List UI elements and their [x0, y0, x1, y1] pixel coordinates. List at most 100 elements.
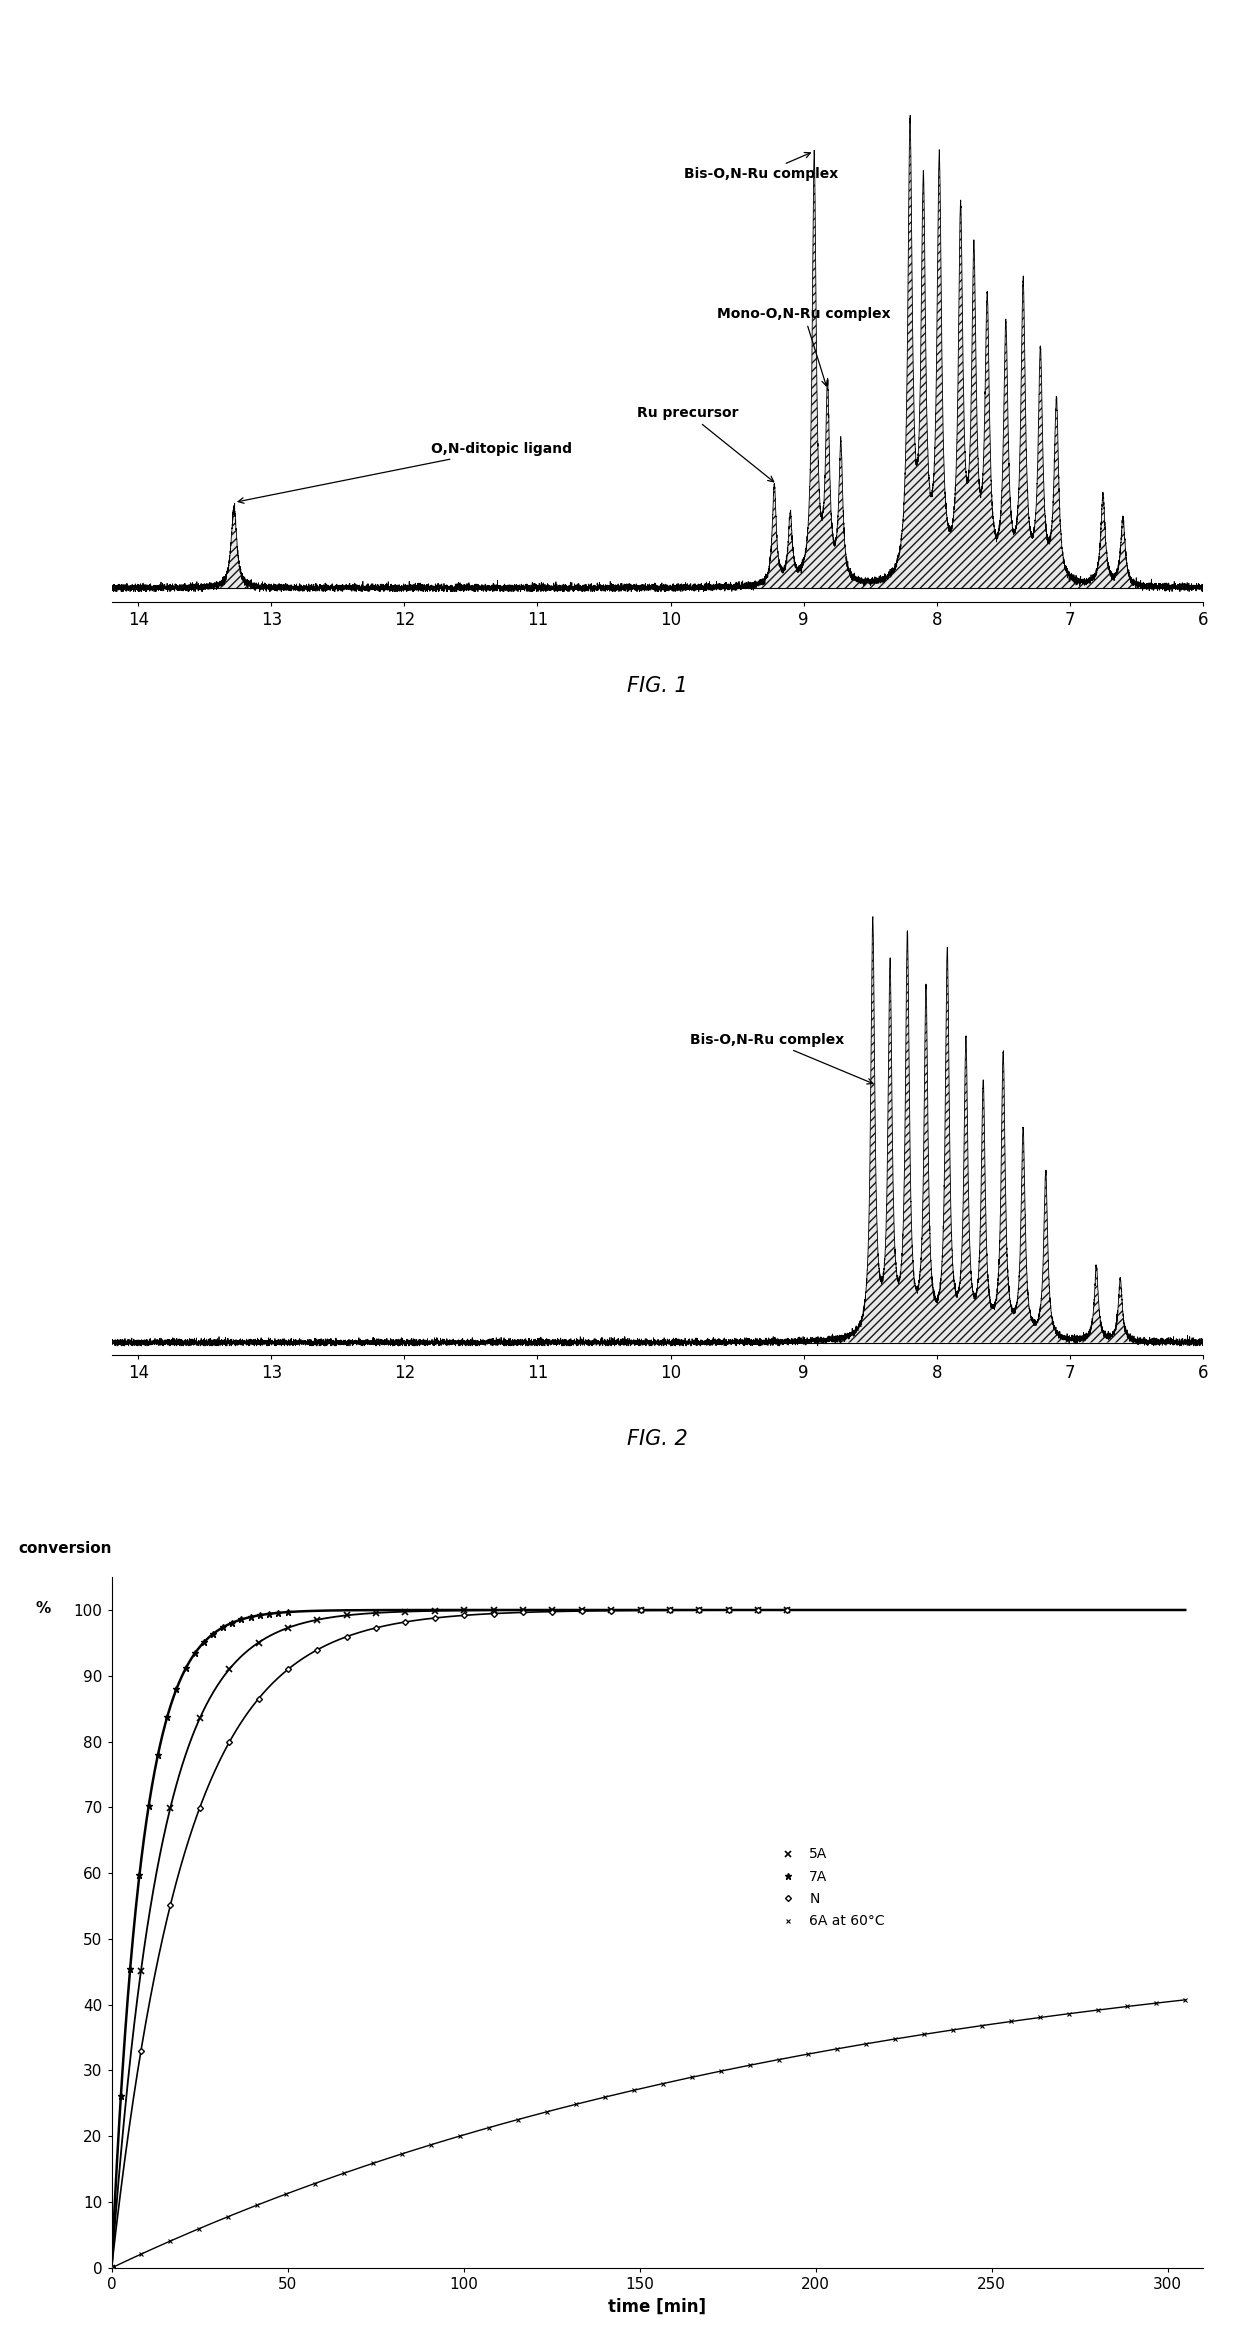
6A at 60°C — [684, 2062, 699, 2090]
6A at 60°C — [133, 2240, 148, 2268]
7A — [197, 1627, 212, 1655]
6A at 60°C — [916, 2020, 931, 2048]
N — [634, 1597, 649, 1625]
5A — [662, 1597, 677, 1625]
Text: Bis-O,N-Ru complex: Bis-O,N-Ru complex — [691, 1033, 873, 1085]
6A at 60°C — [104, 2254, 119, 2282]
6A at 60°C — [1120, 1992, 1135, 2020]
7A — [160, 1702, 175, 1730]
7A — [262, 1599, 277, 1627]
N — [250, 1686, 265, 1714]
N — [340, 1623, 355, 1651]
Line: N: N — [109, 1609, 790, 2270]
7A — [234, 1606, 249, 1634]
6A at 60°C — [598, 2083, 613, 2111]
5A — [750, 1597, 765, 1625]
6A at 60°C — [830, 2034, 844, 2062]
N — [662, 1597, 677, 1625]
Text: Bis-O,N-Ru complex: Bis-O,N-Ru complex — [683, 152, 838, 182]
Text: Mono-O,N-Ru complex: Mono-O,N-Ru complex — [717, 306, 890, 386]
6A at 60°C — [975, 2011, 990, 2039]
Text: conversion: conversion — [19, 1541, 113, 1557]
7A — [104, 2254, 119, 2282]
6A at 60°C — [743, 2050, 758, 2078]
N — [280, 1655, 295, 1683]
6A at 60°C — [394, 2139, 409, 2167]
5A — [574, 1597, 589, 1625]
6A at 60°C — [366, 2149, 381, 2177]
X-axis label: time [min]: time [min] — [608, 2298, 707, 2315]
Text: Ru precursor: Ru precursor — [637, 407, 774, 482]
6A at 60°C — [1091, 1997, 1106, 2025]
7A — [169, 1674, 184, 1702]
5A — [222, 1655, 237, 1683]
5A — [692, 1597, 707, 1625]
7A — [216, 1613, 231, 1641]
N — [750, 1597, 765, 1625]
7A — [243, 1604, 258, 1632]
Line: 6A at 60°C: 6A at 60°C — [109, 1997, 1187, 2270]
7A — [187, 1639, 202, 1667]
6A at 60°C — [1061, 1999, 1076, 2027]
7A — [113, 2083, 128, 2111]
6A at 60°C — [423, 2130, 438, 2158]
6A at 60°C — [453, 2123, 467, 2151]
N — [310, 1637, 325, 1665]
5A — [428, 1597, 443, 1625]
5A — [398, 1597, 413, 1625]
5A — [250, 1630, 265, 1658]
7A — [150, 1742, 165, 1770]
7A — [179, 1655, 193, 1683]
6A at 60°C — [249, 2191, 264, 2219]
6A at 60°C — [771, 2046, 786, 2074]
7A — [224, 1609, 239, 1637]
Line: 5A: 5A — [109, 1606, 790, 2270]
7A — [206, 1620, 221, 1648]
5A — [162, 1793, 177, 1821]
Text: O,N-ditopic ligand: O,N-ditopic ligand — [238, 442, 572, 503]
6A at 60°C — [713, 2057, 728, 2085]
N — [604, 1597, 619, 1625]
6A at 60°C — [191, 2214, 206, 2242]
5A — [780, 1597, 795, 1625]
6A at 60°C — [336, 2160, 351, 2188]
Text: %: % — [35, 1602, 51, 1616]
N — [162, 1891, 177, 1919]
5A — [634, 1597, 649, 1625]
6A at 60°C — [308, 2170, 322, 2198]
N — [398, 1609, 413, 1637]
N — [222, 1728, 237, 1756]
N — [428, 1604, 443, 1632]
7A — [270, 1599, 285, 1627]
5A — [604, 1597, 619, 1625]
6A at 60°C — [162, 2228, 177, 2256]
N — [780, 1597, 795, 1625]
6A at 60°C — [1003, 2008, 1018, 2036]
N — [692, 1597, 707, 1625]
N — [104, 2254, 119, 2282]
5A — [104, 2254, 119, 2282]
5A — [456, 1597, 471, 1625]
6A at 60°C — [888, 2025, 903, 2053]
Text: FIG. 2: FIG. 2 — [627, 1429, 687, 1450]
N — [574, 1597, 589, 1625]
5A — [516, 1597, 531, 1625]
6A at 60°C — [626, 2076, 641, 2104]
N — [486, 1599, 501, 1627]
N — [192, 1793, 207, 1821]
6A at 60°C — [221, 2202, 236, 2230]
5A — [340, 1602, 355, 1630]
6A at 60°C — [481, 2114, 496, 2142]
7A — [141, 1791, 156, 1819]
6A at 60°C — [278, 2179, 293, 2207]
5A — [280, 1613, 295, 1641]
6A at 60°C — [539, 2097, 554, 2125]
5A — [544, 1597, 559, 1625]
Line: 7A: 7A — [108, 1609, 291, 2270]
N — [134, 2036, 149, 2064]
N — [516, 1599, 531, 1627]
6A at 60°C — [1178, 1985, 1193, 2013]
N — [368, 1613, 383, 1641]
5A — [134, 1957, 149, 1985]
6A at 60°C — [1033, 2004, 1048, 2032]
